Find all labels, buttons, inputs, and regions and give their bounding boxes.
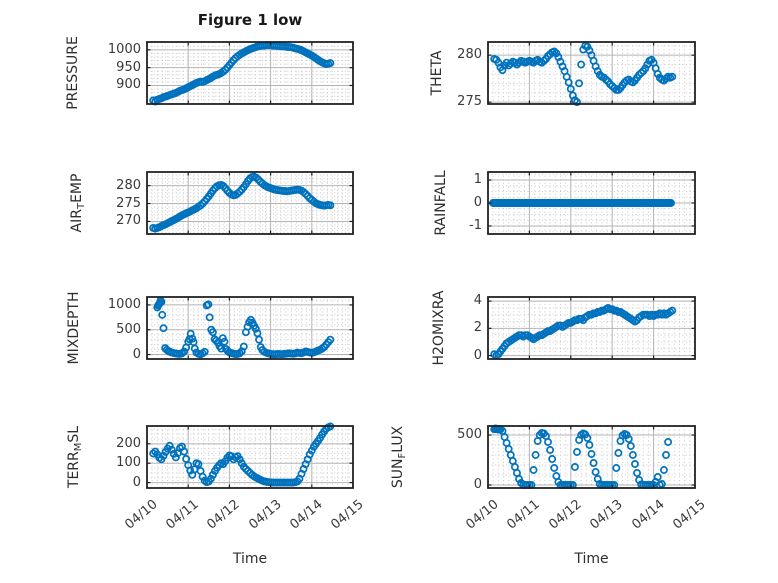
x-axis-label-time: Time — [574, 551, 609, 567]
x-tick-label: 04/10 — [463, 497, 502, 533]
y-axis-label-air_temp: AIRTEMP — [69, 173, 87, 233]
y-tick-label: 100 — [116, 455, 141, 471]
y-tick-label: 1000 — [107, 41, 141, 57]
y-tick-label: 280 — [457, 47, 482, 63]
x-tick-label: 04/15 — [328, 497, 367, 533]
scatter-series — [149, 41, 335, 106]
y-axis-label-rainfall: RAINFALL — [433, 170, 449, 236]
y-axis-label-sun_flux: SUNFLUX — [390, 425, 408, 489]
tick-marks — [146, 172, 354, 234]
axes-frame — [146, 425, 354, 489]
y-tick-label: 4 — [473, 293, 482, 309]
y-tick-label: 0 — [132, 474, 141, 490]
chart-sun_flux-plot — [487, 424, 696, 489]
scatter-series — [490, 303, 677, 360]
scatter-series — [490, 41, 677, 107]
x-tick-label: 04/13 — [245, 497, 285, 533]
chart-rainfall-plot — [487, 171, 696, 235]
y-axis-label-h2omixra: H2OMIXRA — [431, 290, 447, 366]
y-axis-label-theta: THETA — [429, 50, 445, 96]
x-tick-label: 04/11 — [504, 497, 544, 533]
scatter-series — [149, 172, 335, 233]
x-tick-label: 04/14 — [287, 497, 326, 533]
chart-air_temp-plot — [146, 171, 354, 235]
y-tick-label: 275 — [116, 195, 141, 211]
y-tick-label: 2 — [473, 320, 482, 336]
figure-title: Figure 1 low — [197, 11, 303, 29]
y-tick-label: 1 — [473, 172, 482, 188]
y-tick-label: 280 — [116, 177, 141, 193]
axes-frame — [146, 41, 354, 105]
tick-marks — [487, 426, 696, 488]
y-axis-label-pressure: PRESSURE — [65, 36, 81, 110]
tick-marks — [487, 297, 696, 359]
y-axis-label-mixdepth: MIXDEPTH — [66, 291, 82, 365]
axes-frame — [487, 41, 696, 105]
axes-frame — [146, 296, 354, 360]
tick-marks — [487, 172, 696, 234]
y-tick-label: 270 — [116, 213, 141, 229]
y-tick-label: 1000 — [107, 296, 141, 312]
scatter-series — [489, 199, 675, 207]
x-axis-label-time: Time — [232, 551, 268, 567]
chart-h2omixra-plot — [487, 296, 696, 360]
chart-terr_msl-plot — [146, 422, 354, 489]
chart-theta-plot — [487, 41, 696, 107]
y-tick-label: 200 — [116, 435, 141, 451]
x-tick-label: 04/15 — [670, 497, 709, 533]
tick-marks — [146, 42, 354, 104]
x-tick-label: 04/12 — [204, 497, 244, 533]
y-axis-label-terr_msl: TERRMSL — [66, 425, 84, 489]
y-tick-label: 275 — [457, 94, 482, 110]
y-tick-label: 0 — [473, 347, 482, 363]
y-tick-label: 500 — [457, 427, 482, 442]
y-tick-label: 900 — [116, 77, 141, 93]
y-tick-label: 0 — [473, 195, 482, 210]
axes-frame — [487, 425, 696, 489]
scatter-series — [149, 422, 335, 487]
chart-mixdepth-plot — [146, 296, 354, 360]
y-tick-label: -1 — [469, 217, 482, 233]
y-tick-label: 0 — [132, 346, 141, 362]
chart-pressure-plot — [146, 41, 354, 106]
x-tick-label: 04/10 — [122, 497, 161, 533]
scatter-series — [153, 296, 335, 359]
tick-marks — [146, 297, 354, 359]
x-tick-label: 04/11 — [163, 497, 202, 533]
x-tick-label: 04/14 — [628, 497, 668, 533]
y-tick-label: 0 — [473, 477, 482, 492]
tick-marks — [487, 42, 696, 104]
x-tick-label: 04/12 — [546, 497, 585, 533]
tick-marks — [146, 426, 354, 488]
x-tick-label: 04/13 — [587, 497, 626, 533]
y-tick-label: 950 — [116, 59, 141, 75]
y-tick-label: 500 — [116, 321, 141, 337]
